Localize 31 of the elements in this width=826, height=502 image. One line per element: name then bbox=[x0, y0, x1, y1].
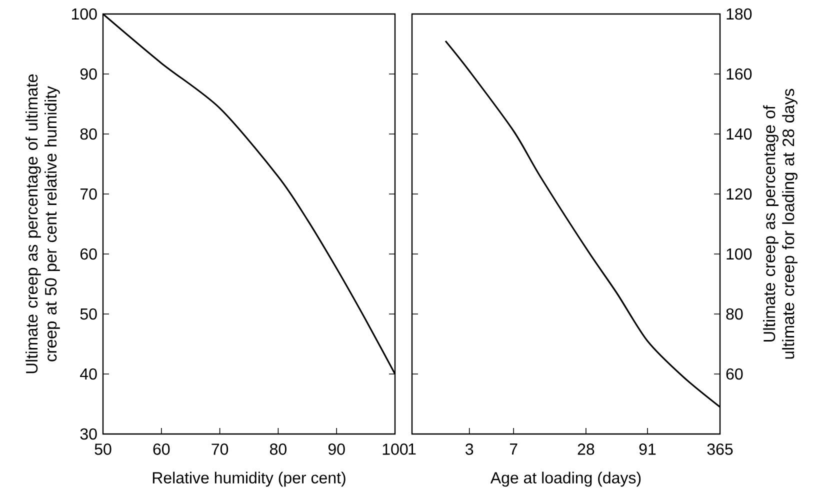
y2-axis-title: Ultimate creep as percentage of ultimate creep for loading at 28 days bbox=[763, 88, 798, 359]
y-tick-label: 40 bbox=[80, 368, 97, 380]
y-tick-label: 60 bbox=[80, 248, 97, 260]
y-tick-label: 100 bbox=[72, 8, 97, 20]
x-tick-label: 50 bbox=[94, 444, 112, 455]
y-tick-label: 80 bbox=[80, 128, 97, 140]
x-axis-title: Age at loading (days) bbox=[490, 472, 641, 487]
x-tick-label: 3 bbox=[466, 444, 474, 455]
y2-tick-label: 160 bbox=[726, 68, 752, 80]
y-tick-label: 70 bbox=[80, 188, 97, 200]
y2-tick-label: 180 bbox=[726, 8, 752, 20]
y2-tick-label: 140 bbox=[726, 128, 752, 140]
y2-tick-label: 100 bbox=[726, 248, 752, 260]
x-tick-label: 70 bbox=[212, 444, 228, 455]
x-tick-label: 91 bbox=[639, 444, 656, 455]
y2-tick-label: 60 bbox=[726, 368, 743, 380]
x-tick-label: 7 bbox=[510, 444, 518, 455]
x-axis-title: Relative humidity (per cent) bbox=[152, 472, 346, 487]
x-tick-label: 60 bbox=[153, 444, 170, 455]
x-tick-label: 28 bbox=[578, 444, 594, 455]
x-tick-label: 90 bbox=[328, 444, 345, 455]
y2-tick-label: 120 bbox=[726, 188, 752, 200]
x-tick-label: 365 bbox=[707, 444, 733, 455]
x-tick-label: 100 bbox=[382, 444, 408, 455]
y-axis-title: Ultimate creep as percentage of ultimate creep at 50 per cent relative humidity bbox=[26, 74, 60, 374]
x-tick-label: 80 bbox=[270, 444, 286, 455]
y-tick-label: 90 bbox=[80, 68, 97, 80]
y-tick-label: 50 bbox=[80, 308, 97, 320]
y-tick-label: 30 bbox=[80, 428, 97, 440]
x-tick-label: 1 bbox=[408, 444, 416, 455]
y2-tick-label: 80 bbox=[726, 308, 743, 320]
